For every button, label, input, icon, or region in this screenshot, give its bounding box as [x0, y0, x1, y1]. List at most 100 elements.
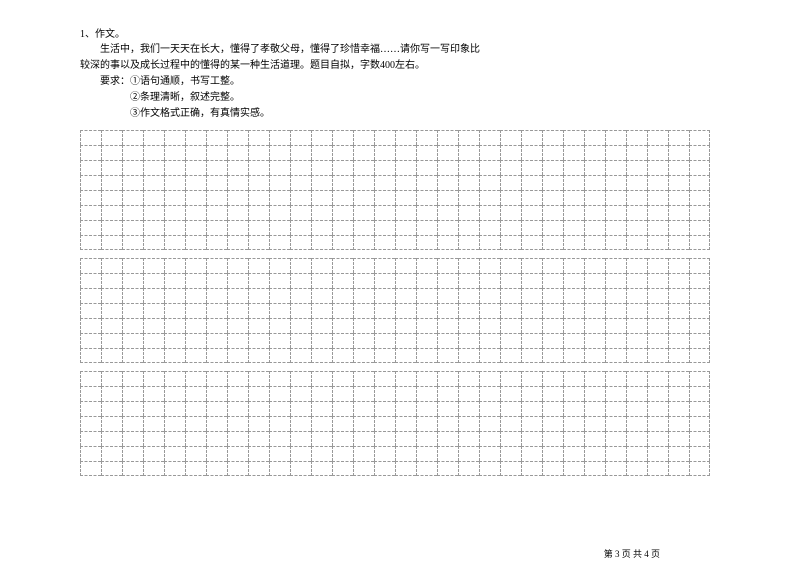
- grid-cell: [437, 461, 458, 476]
- grid-cell: [227, 446, 248, 461]
- grid-row: [80, 130, 720, 145]
- grid-cell: [122, 220, 143, 235]
- grid-cell: [521, 431, 542, 446]
- grid-cell: [290, 446, 311, 461]
- grid-cell: [374, 431, 395, 446]
- grid-cell: [248, 160, 269, 175]
- grid-cell: [185, 220, 206, 235]
- grid-cell: [563, 371, 584, 386]
- grid-cell: [521, 273, 542, 288]
- grid-cell: [668, 461, 689, 476]
- grid-cell: [479, 258, 500, 273]
- grid-cell: [311, 401, 332, 416]
- grid-cell: [416, 348, 437, 363]
- grid-cell: [626, 205, 647, 220]
- grid-cell: [374, 386, 395, 401]
- grid-cell: [437, 258, 458, 273]
- grid-cell: [269, 386, 290, 401]
- grid-cell: [668, 273, 689, 288]
- grid-cell: [164, 401, 185, 416]
- grid-cell: [437, 235, 458, 250]
- grid-cell: [500, 235, 521, 250]
- grid-cell: [689, 190, 710, 205]
- grid-cell: [458, 190, 479, 205]
- grid-block: [80, 130, 720, 250]
- grid-cell: [458, 401, 479, 416]
- grid-cell: [395, 371, 416, 386]
- grid-cell: [458, 175, 479, 190]
- grid-cell: [227, 348, 248, 363]
- grid-cell: [164, 446, 185, 461]
- grid-cell: [269, 160, 290, 175]
- grid-cell: [374, 175, 395, 190]
- grid-cell: [500, 348, 521, 363]
- grid-cell: [584, 205, 605, 220]
- grid-cell: [479, 333, 500, 348]
- grid-cell: [143, 160, 164, 175]
- grid-cell: [311, 145, 332, 160]
- grid-block: [80, 371, 720, 476]
- grid-cell: [227, 461, 248, 476]
- grid-cell: [626, 190, 647, 205]
- grid-cell: [416, 175, 437, 190]
- grid-cell: [500, 386, 521, 401]
- grid-cell: [353, 258, 374, 273]
- grid-cell: [605, 333, 626, 348]
- grid-cell: [101, 190, 122, 205]
- grid-cell: [458, 431, 479, 446]
- grid-cell: [605, 160, 626, 175]
- grid-cell: [689, 348, 710, 363]
- grid-cell: [269, 431, 290, 446]
- grid-cell: [647, 235, 668, 250]
- grid-cell: [605, 258, 626, 273]
- grid-cell: [689, 205, 710, 220]
- grid-cell: [80, 371, 101, 386]
- grid-cell: [80, 318, 101, 333]
- grid-cell: [290, 431, 311, 446]
- grid-cell: [374, 371, 395, 386]
- grid-cell: [416, 446, 437, 461]
- grid-cell: [374, 446, 395, 461]
- prompt-line-2: 较深的事以及成长过程中的懂得的某一种生活道理。题目自拟，字数400左右。: [80, 58, 720, 74]
- grid-cell: [290, 386, 311, 401]
- grid-cell: [521, 288, 542, 303]
- grid-cell: [416, 145, 437, 160]
- grid-cell: [479, 175, 500, 190]
- grid-cell: [101, 348, 122, 363]
- grid-cell: [521, 205, 542, 220]
- grid-cell: [227, 333, 248, 348]
- grid-cell: [500, 416, 521, 431]
- grid-cell: [500, 401, 521, 416]
- grid-cell: [647, 130, 668, 145]
- grid-cell: [521, 386, 542, 401]
- grid-row: [80, 288, 720, 303]
- grid-cell: [332, 371, 353, 386]
- grid-cell: [269, 130, 290, 145]
- grid-cell: [101, 273, 122, 288]
- grid-cell: [80, 273, 101, 288]
- grid-cell: [143, 220, 164, 235]
- grid-cell: [647, 446, 668, 461]
- grid-cell: [101, 258, 122, 273]
- grid-cell: [479, 220, 500, 235]
- grid-cell: [80, 303, 101, 318]
- grid-cell: [311, 416, 332, 431]
- grid-cell: [290, 461, 311, 476]
- grid-cell: [521, 130, 542, 145]
- grid-cell: [311, 333, 332, 348]
- grid-cell: [80, 205, 101, 220]
- grid-cell: [164, 416, 185, 431]
- grid-cell: [479, 318, 500, 333]
- grid-cell: [542, 273, 563, 288]
- grid-cell: [395, 401, 416, 416]
- grid-cell: [353, 318, 374, 333]
- grid-cell: [458, 348, 479, 363]
- grid-cell: [395, 333, 416, 348]
- grid-cell: [353, 431, 374, 446]
- grid-cell: [353, 273, 374, 288]
- grid-cell: [563, 190, 584, 205]
- grid-cell: [479, 205, 500, 220]
- grid-cell: [269, 461, 290, 476]
- grid-cell: [248, 190, 269, 205]
- grid-cell: [185, 190, 206, 205]
